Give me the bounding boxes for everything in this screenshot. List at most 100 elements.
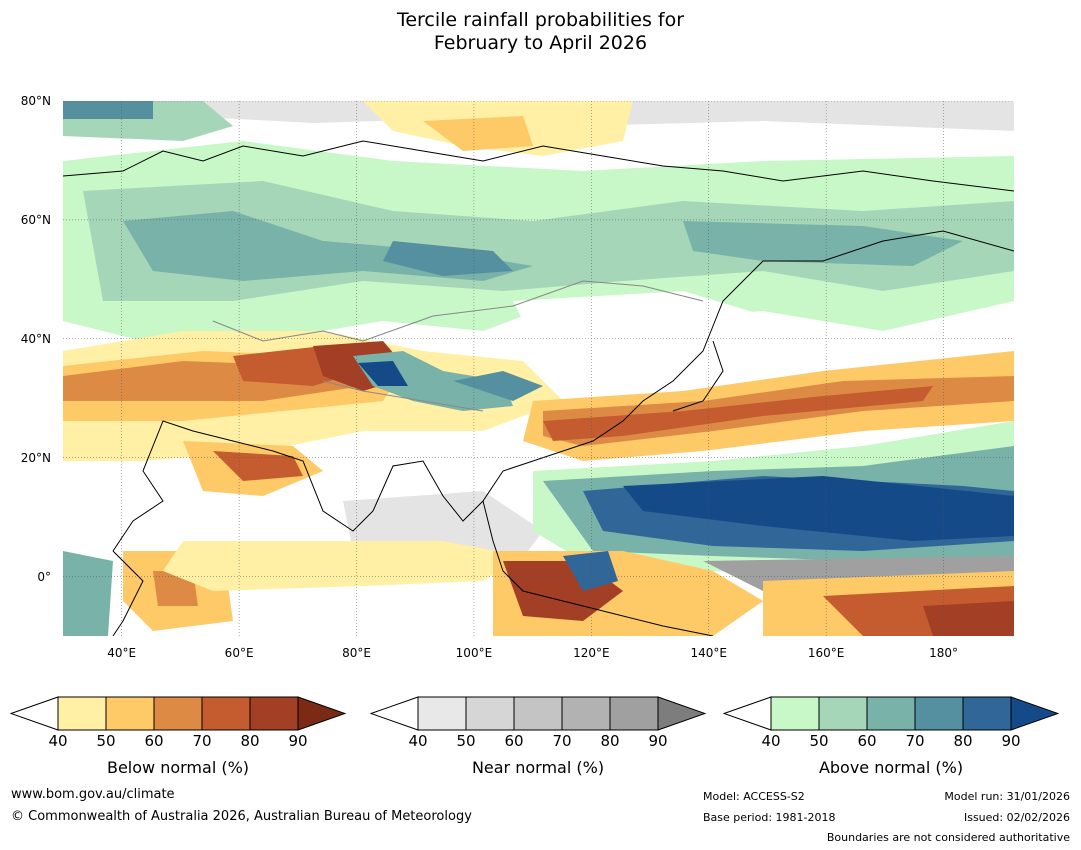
pacific-below-normal-core [543,386,933,441]
below-normal-swatch [201,696,251,731]
below-normal-tick-label: 60 [144,732,164,750]
east-siberia-above-normal-strong [683,221,963,266]
website-link[interactable]: www.bom.gov.au/climate [11,787,175,802]
border-central-asia [212,320,364,342]
coastline-eurasia-north [63,140,1014,192]
near-normal-tick-label: 40 [408,732,428,750]
colorbar-above-normal-label: Above normal (%) [818,758,964,777]
colorbar-near-normal: Near normal (%) 40 50 60 70 80 90 [370,696,706,777]
above-normal-tick-label: 70 [905,732,925,750]
base-period: Base period: 1981-2018 [703,811,836,824]
colorbar-near-normal-swatches [370,696,706,731]
colorbar-below-normal: Below normal (%) 40 50 60 70 80 90 [10,696,346,777]
model-run-date: Model run: 31/01/2026 [944,790,1070,803]
coastline-arabia [112,420,274,552]
near-normal-swatch [513,696,563,731]
title-line-1: Tercile rainfall probabilities for [396,9,685,31]
india-below-normal-core [213,451,303,481]
below-normal-tick-label: 40 [48,732,68,750]
above-normal-tick-label: 50 [809,732,829,750]
graticule [63,101,1014,636]
coastline-east-asia [532,230,1014,462]
above-normal-tick-label: 80 [953,732,973,750]
colorbar-near-normal-label: Near normal (%) [471,758,605,777]
longitude-tick-label: 80°E [342,646,371,660]
coastline-japan [672,340,724,412]
below-normal-over-arrow [297,696,346,731]
coastline-southeast-asia [482,500,714,636]
title-line-2: February to April 2026 [433,32,648,54]
longitude-tick-label: 60°E [224,646,254,660]
near-normal-tick-label: 60 [504,732,524,750]
longitude-tick-label: 160°E [807,646,845,660]
rainfall-probability-map [63,101,1014,636]
latitude-tick-label: 20°N [20,450,51,465]
colorbar-above-normal-swatches [723,696,1059,731]
above-normal-swatch [866,696,916,731]
below-normal-swatch [153,696,203,731]
map-title: Tercile rainfall probabilities for Febru… [0,9,1081,55]
below-normal-swatch [57,696,107,731]
probability-shading [63,101,1014,636]
longitude-tick-label: 140°E [690,646,727,660]
near-normal-swatch [609,696,659,731]
latitude-tick-label: 60°N [20,212,51,227]
coastline-south-asia [272,450,534,532]
above-normal-swatch [770,696,820,731]
longitude-tick-label: 100°E [455,646,493,660]
below-normal-tick-label: 90 [288,732,308,750]
above-normal-tick-label: 60 [857,732,877,750]
below-normal-under-arrow [10,696,59,731]
boundaries-disclaimer: Boundaries are not considered authoritat… [826,831,1070,844]
above-normal-tick-label: 40 [761,732,781,750]
above-normal-tick-label: 90 [1001,732,1021,750]
below-normal-tick-label: 80 [240,732,260,750]
below-normal-swatch [105,696,155,731]
above-normal-swatch [962,696,1012,731]
arctic-above-normal-core [63,101,153,119]
near-normal-tick-label: 80 [600,732,620,750]
longitude-tick-label: 180° [929,646,958,660]
colorbar-below-normal-swatches [10,696,346,731]
near-normal-under-arrow [370,696,419,731]
near-normal-swatch [465,696,515,731]
china-above-normal-patch [453,371,543,401]
issued-date: Issued: 02/02/2026 [963,811,1070,824]
coastline-africa [112,550,144,636]
indian-ocean-below-normal-band [163,541,523,591]
near-normal-tick-label: 90 [648,732,668,750]
coastlines [63,140,1014,636]
siberia-above-normal-core [383,241,513,276]
east-africa-above-normal-patch [63,551,113,636]
border-russia-china [362,280,704,342]
near-normal-over-arrow [657,696,706,731]
longitude-tick-label: 40°E [107,646,137,660]
colorbar-below-normal-label: Below normal (%) [106,758,250,777]
below-normal-tick-label: 50 [96,732,116,750]
map-canvas [63,101,1014,636]
longitude-tick-label: 120°E [573,646,610,660]
near-normal-tick-label: 50 [456,732,476,750]
colorbar-above-normal: Above normal (%) 40 50 60 70 80 90 [723,696,1059,777]
latitude-tick-label: 40°N [20,331,51,346]
near-normal-swatch [561,696,611,731]
near-normal-swatch [417,696,467,731]
above-normal-swatch [914,696,964,731]
near-normal-tick-label: 70 [552,732,572,750]
tropical-pacific-above-normal-core [623,476,1014,541]
latitude-tick-label: 80°N [20,94,51,108]
below-normal-swatch [249,696,299,731]
above-normal-under-arrow [723,696,772,731]
tibet-above-normal-core [358,361,408,386]
above-normal-over-arrow [1010,696,1059,731]
model-name: Model: ACCESS-S2 [703,790,805,803]
borneo-above-normal-patch [563,551,618,591]
country-borders [212,280,704,412]
central-asia-neutral-patch [513,291,823,411]
arctic-below-normal-core [423,116,533,151]
copyright-text: © Commonwealth of Australia 2026, Austra… [11,809,472,824]
below-normal-tick-label: 70 [192,732,212,750]
south-pacific-below-normal-deep [923,601,1014,636]
border-himalaya [322,380,484,412]
latitude-tick-label: 0° [37,569,51,584]
